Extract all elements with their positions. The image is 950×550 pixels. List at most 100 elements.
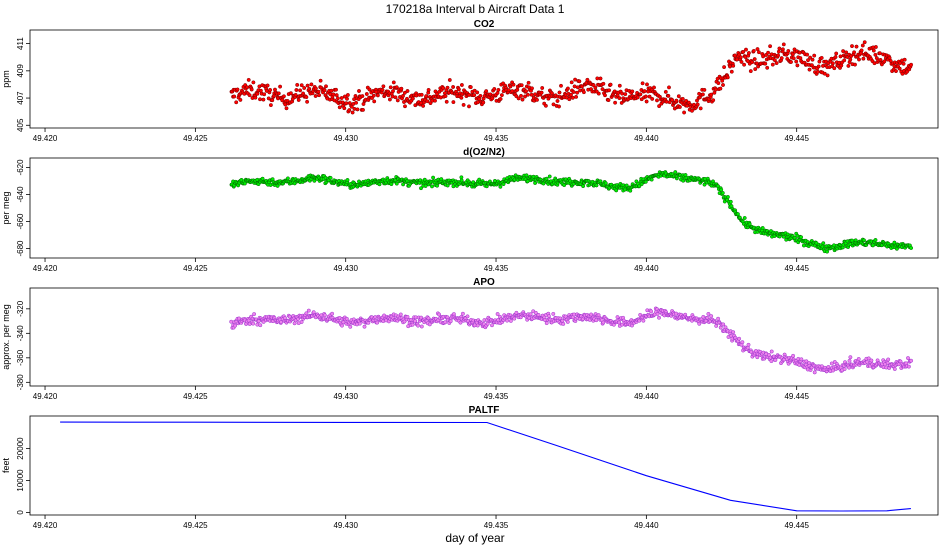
data-point (742, 216, 747, 220)
data-point (367, 87, 372, 92)
data-point (445, 85, 450, 90)
data-point (853, 62, 857, 67)
data-point (345, 96, 349, 101)
data-point (570, 95, 575, 100)
data-point (388, 85, 393, 90)
x-tick-label: 49.440 (634, 264, 659, 273)
data-point (495, 312, 500, 316)
data-point (739, 59, 744, 64)
data-point (403, 104, 407, 109)
data-point (698, 106, 703, 111)
data-point (451, 85, 456, 89)
data-point (433, 98, 437, 103)
data-point (830, 61, 835, 66)
data-point (284, 106, 289, 111)
data-point (261, 97, 266, 102)
data-point (235, 87, 240, 92)
data-point (628, 188, 633, 193)
data-point (657, 315, 661, 320)
data-point (398, 312, 403, 317)
data-point (647, 94, 652, 99)
data-point (439, 177, 444, 182)
data-point (637, 318, 642, 323)
data-point (789, 60, 793, 64)
y-tick-label: 409 (16, 64, 25, 78)
data-point (702, 87, 707, 92)
y-axis-label: approx. per meg (1, 304, 11, 370)
data-point (361, 107, 365, 112)
data-point (716, 316, 721, 321)
data-point (360, 94, 365, 99)
data-point (318, 78, 323, 83)
data-point (847, 358, 852, 363)
data-point (416, 323, 420, 328)
data-point (589, 312, 594, 317)
data-point (906, 356, 910, 361)
x-tick-label: 49.420 (33, 134, 58, 143)
data-point (387, 97, 392, 102)
data-point (557, 104, 561, 109)
data-point (305, 99, 310, 104)
plot-frame (29, 157, 939, 259)
data-point (721, 322, 726, 327)
data-point (391, 80, 396, 85)
data-point (304, 311, 309, 316)
data-point (559, 83, 563, 88)
x-tick-label: 49.430 (333, 521, 358, 530)
data-point (812, 53, 817, 58)
data-point (481, 100, 486, 105)
y-tick-label: 20000 (16, 437, 25, 460)
data-point (515, 87, 520, 92)
data-point (607, 88, 612, 93)
data-point (496, 87, 501, 92)
data-point (866, 356, 871, 361)
data-point (419, 315, 424, 320)
data-point (329, 88, 334, 93)
data-point (472, 93, 477, 98)
data-point (425, 99, 430, 104)
data-point (580, 84, 584, 89)
data-point (753, 67, 758, 72)
data-point (649, 309, 654, 314)
data-point (617, 96, 622, 101)
data-point (844, 50, 849, 55)
data-point (731, 63, 736, 68)
data-point (643, 94, 648, 99)
data-point (410, 322, 415, 327)
data-point (349, 104, 354, 109)
data-point (526, 80, 531, 85)
data-point (829, 361, 834, 366)
data-point (339, 96, 344, 100)
data-point (375, 320, 380, 325)
data-point (716, 81, 721, 86)
data-point (544, 176, 549, 181)
data-point (421, 103, 426, 108)
data-point (529, 92, 534, 97)
data-point (340, 323, 344, 328)
data-point (478, 93, 483, 98)
data-point (581, 184, 586, 189)
data-point (519, 93, 523, 98)
data-point (345, 178, 350, 182)
data-point (670, 98, 675, 102)
panel-3: APO approx. per meg 49.420 49.425 49.430 49.4… (1, 277, 939, 401)
data-point (608, 82, 613, 87)
data-point (806, 58, 810, 63)
data-point (528, 312, 533, 317)
data-point (748, 69, 753, 74)
data-layer (229, 170, 914, 254)
x-tick-label: 49.435 (484, 264, 509, 273)
x-tick-label: 49.425 (183, 521, 208, 530)
data-point (498, 97, 503, 101)
y-tick-label: -660 (16, 213, 25, 230)
x-tick-label: 49.440 (634, 521, 659, 530)
data-point (620, 91, 625, 96)
y-tick-label: -620 (16, 159, 25, 176)
data-point (719, 187, 724, 192)
x-tick-label: 49.440 (634, 392, 659, 401)
data-point (295, 82, 300, 87)
data-point (460, 311, 465, 316)
data-point (738, 55, 743, 60)
y-tick-label: -340 (16, 325, 25, 342)
data-point (355, 107, 360, 112)
